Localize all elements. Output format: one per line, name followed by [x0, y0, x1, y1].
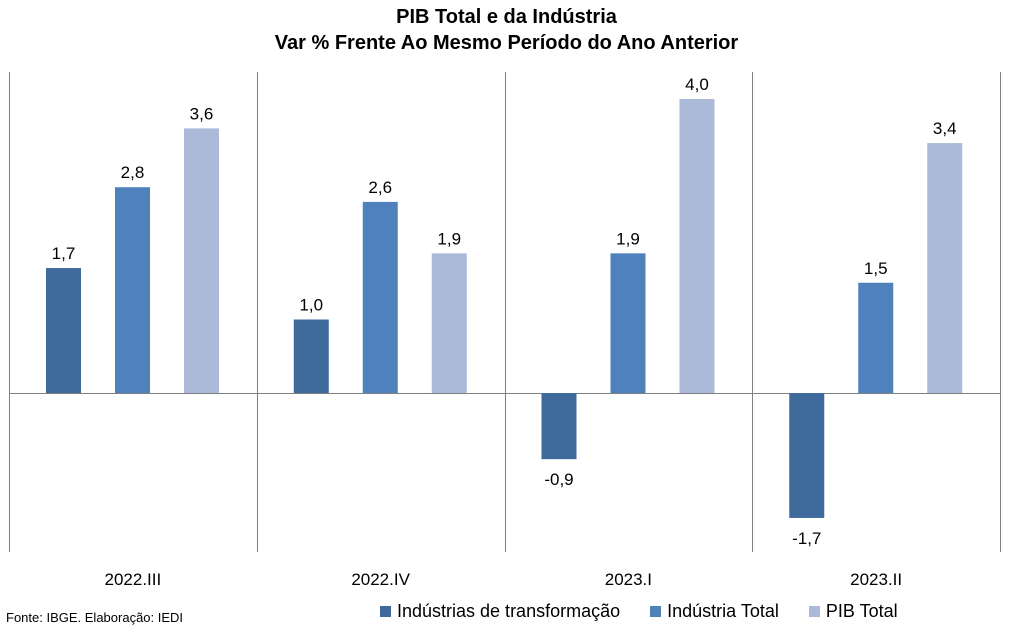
legend-swatch [808, 606, 820, 617]
bar [431, 253, 467, 393]
bar [858, 282, 894, 393]
bar [927, 143, 963, 393]
x-tick-label: 2022.IV [351, 570, 410, 589]
legend-item-industria-total: Indústria Total [650, 601, 779, 622]
data-label: -0,9 [544, 470, 573, 489]
legend-swatch [650, 606, 662, 617]
bar [184, 128, 219, 393]
legend-item-pib-total: PIB Total [808, 601, 898, 622]
bar [789, 393, 825, 518]
legend-item-transformacao: Indústrias de transformação [380, 601, 620, 622]
x-tick-label: 2023.I [605, 570, 652, 589]
x-tick-label: 2022.III [105, 570, 162, 589]
chart-title: PIB Total e da Indústria [396, 6, 617, 28]
legend: Indústrias de transformação Indústria To… [380, 601, 928, 622]
data-label: 2,6 [368, 178, 392, 197]
legend-label: Indústria Total [667, 601, 779, 621]
bar [541, 393, 577, 460]
legend-label: Indústrias de transformação [397, 601, 621, 621]
source-note: Fonte: IBGE. Elaboração: IEDI [6, 610, 184, 625]
data-label: 2,8 [121, 163, 145, 182]
x-tick-label: 2023.II [850, 570, 902, 589]
legend-swatch [380, 606, 391, 617]
legend-label: PIB Total [825, 601, 898, 621]
data-label: 1,0 [299, 296, 323, 315]
bar [362, 201, 398, 393]
data-label: -1,7 [792, 529, 821, 548]
bar [46, 268, 81, 393]
bar [293, 319, 329, 393]
bar [679, 99, 715, 393]
data-label: 1,5 [864, 259, 888, 278]
chart-title-block: PIB Total e da Indústria Var % Frente Ao… [0, 4, 1013, 56]
bar [115, 187, 150, 393]
data-label: 1,7 [52, 244, 76, 263]
bar [610, 253, 646, 393]
data-label: 3,4 [933, 119, 957, 138]
chart-subtitle: Var % Frente Ao Mesmo Período do Ano Ant… [274, 32, 739, 54]
data-label: 1,9 [616, 229, 640, 248]
data-label: 1,9 [437, 229, 461, 248]
data-label: 4,0 [685, 75, 709, 94]
data-label: 3,6 [190, 104, 214, 123]
